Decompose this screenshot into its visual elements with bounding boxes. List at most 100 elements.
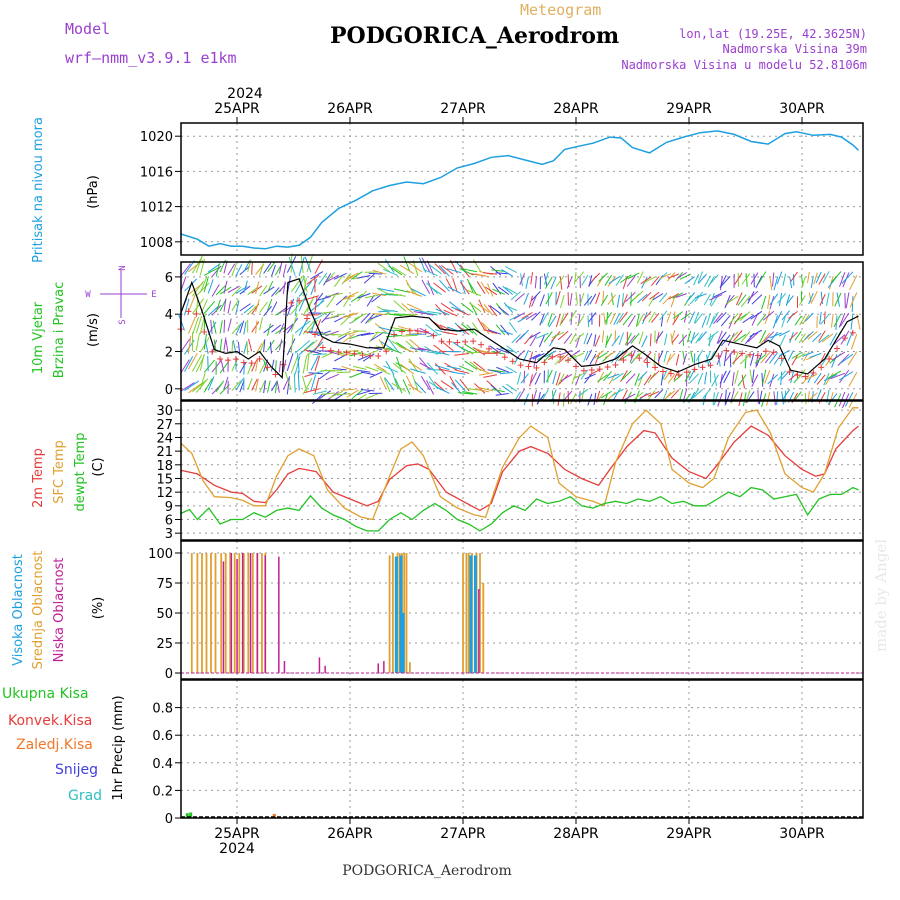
wind-arrow bbox=[248, 338, 253, 352]
low-cloud-bar bbox=[236, 559, 238, 673]
wind-arrow bbox=[263, 305, 272, 317]
wind-arrow bbox=[711, 311, 719, 324]
wind-arrow bbox=[782, 389, 791, 400]
wind-arrow bbox=[728, 312, 739, 325]
wind-arrow bbox=[225, 340, 229, 354]
wind-arrow bbox=[376, 367, 391, 375]
wind-arrow bbox=[310, 374, 317, 391]
wind-arrow bbox=[385, 360, 395, 375]
wind-arrow bbox=[401, 303, 415, 315]
wind-arrow bbox=[651, 312, 660, 323]
wind-arrow bbox=[611, 352, 620, 363]
mid-cloud-bar bbox=[261, 553, 263, 673]
wind-arrow bbox=[505, 383, 517, 392]
wind-arrow bbox=[629, 349, 636, 363]
wind-arrow bbox=[320, 311, 335, 314]
wind-arrow bbox=[663, 350, 668, 363]
wind-arrow bbox=[333, 275, 344, 288]
high-cloud-bar bbox=[473, 555, 477, 673]
wind-arrow bbox=[440, 302, 454, 313]
wind-arrow bbox=[345, 312, 359, 318]
wind-arrow bbox=[602, 291, 605, 304]
low-cloud-bar bbox=[278, 556, 280, 673]
wind-arrow bbox=[467, 289, 482, 297]
wind-arrow bbox=[199, 372, 206, 390]
mid-cloud-bar bbox=[479, 553, 481, 673]
wind-arrow bbox=[447, 286, 462, 294]
wind-arrow bbox=[779, 349, 790, 357]
wind-arrow bbox=[489, 305, 502, 315]
wind-arrow bbox=[789, 276, 793, 289]
wind-arrow bbox=[219, 286, 232, 295]
wind-arrow bbox=[294, 320, 311, 334]
wind-arrow bbox=[616, 312, 624, 325]
wind-arrow bbox=[733, 330, 743, 342]
wind-arrow bbox=[378, 288, 395, 292]
wind-arrow bbox=[259, 285, 268, 297]
wind-arrow bbox=[816, 389, 822, 401]
wind-arrow bbox=[411, 288, 426, 297]
wind-arrow bbox=[360, 332, 375, 336]
wind-arrow bbox=[720, 276, 723, 291]
wind-arrow bbox=[491, 369, 505, 373]
wind-arrow bbox=[667, 373, 676, 384]
y-tick-label: 12 bbox=[156, 486, 173, 501]
wind-arrow bbox=[532, 352, 545, 360]
mid-cloud-bar bbox=[242, 553, 245, 673]
wind-arrow bbox=[749, 352, 755, 366]
wind-arrow bbox=[728, 315, 735, 329]
y-tick-label: 21 bbox=[156, 445, 173, 460]
wind-arrow bbox=[215, 263, 220, 277]
wind-arrow bbox=[538, 335, 545, 348]
wind-arrow bbox=[709, 294, 723, 301]
wind-arrow bbox=[679, 389, 684, 401]
wind-arrow bbox=[823, 311, 826, 325]
wind-arrow bbox=[387, 338, 399, 352]
wind-arrow bbox=[762, 310, 775, 321]
wind-arrow bbox=[690, 331, 696, 344]
wind-arrow bbox=[510, 291, 521, 301]
wind-arrow bbox=[830, 372, 846, 380]
wind-arrow bbox=[314, 355, 321, 372]
wind-arrow bbox=[343, 333, 355, 343]
wind-arrow bbox=[662, 295, 672, 305]
wind-arrow bbox=[263, 359, 268, 372]
wind-arrow bbox=[655, 331, 660, 344]
wind-arrow bbox=[290, 276, 303, 293]
wind-arrow bbox=[605, 333, 613, 346]
cloud-ylabel-3: Niska Oblacnost bbox=[52, 558, 67, 663]
wind-arrow bbox=[480, 321, 490, 335]
wind-arrow bbox=[439, 279, 450, 292]
wind-arrow bbox=[180, 382, 195, 392]
wind-arrow bbox=[317, 295, 328, 307]
wind-arrow bbox=[632, 392, 644, 401]
wind-arrow bbox=[259, 317, 263, 331]
wind-arrow bbox=[756, 314, 767, 326]
wind-arrow bbox=[593, 334, 597, 347]
wind-arrow bbox=[203, 267, 219, 276]
wind-arrow bbox=[259, 380, 266, 393]
wind-arrow bbox=[393, 300, 407, 312]
low-cloud-bar bbox=[478, 589, 480, 673]
wind-arrow bbox=[848, 372, 858, 387]
wind-arrow bbox=[492, 288, 505, 295]
wind-arrow bbox=[659, 292, 668, 303]
mid-cloud-bar bbox=[201, 553, 203, 673]
wind-arrow bbox=[691, 388, 700, 400]
wind-arrow bbox=[215, 285, 226, 296]
wind-arrow bbox=[321, 311, 332, 324]
model-altitude-text: Nadmorska Visina u modelu 52.8106m bbox=[621, 58, 867, 72]
wind-arrow bbox=[845, 292, 850, 309]
wind-arrow bbox=[660, 373, 664, 386]
wind-arrow bbox=[372, 292, 387, 297]
wind-arrow bbox=[255, 320, 258, 334]
wind-arrow bbox=[312, 390, 327, 395]
wind-arrow bbox=[666, 353, 672, 365]
wind-arrow bbox=[410, 368, 426, 374]
wind-arrow bbox=[382, 331, 399, 337]
wind-arrow bbox=[223, 280, 228, 294]
wind-arrow bbox=[406, 290, 422, 297]
wind-arrow bbox=[403, 256, 411, 272]
wind-arrow bbox=[776, 391, 779, 406]
wind-arrow bbox=[529, 374, 533, 387]
